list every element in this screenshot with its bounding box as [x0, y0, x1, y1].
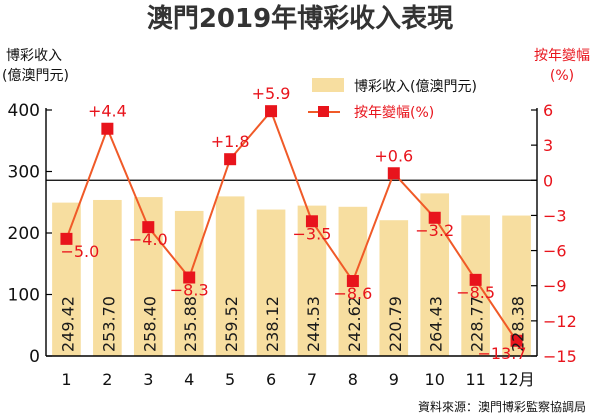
bar-2	[93, 199, 122, 356]
change-marker-8	[346, 275, 359, 288]
change-value-label-5: +1.8	[211, 132, 250, 151]
bar-value-label-10: 264.43	[427, 296, 446, 352]
bar-value-label-8: 242.62	[345, 296, 364, 352]
change-value-label-4: −8.3	[170, 281, 209, 300]
bar-value-label-12: 228.38	[509, 296, 528, 352]
x-tick-label-8: 8	[348, 370, 358, 389]
bar-value-label-3: 258.40	[140, 296, 159, 352]
x-tick-label-6: 6	[266, 370, 276, 389]
change-marker-12	[510, 334, 523, 347]
x-tick-label-3: 3	[143, 370, 153, 389]
right-tick-label--6: −6	[543, 242, 567, 261]
bar-value-label-4: 235.88	[181, 296, 200, 352]
x-tick-label-10: 10	[425, 370, 445, 389]
legend-line-label: 按年變幅(%)	[354, 105, 434, 121]
right-tick-label-6: 6	[543, 101, 553, 120]
change-value-label-11: −8.5	[456, 283, 495, 302]
change-value-label-7: −3.5	[293, 224, 332, 243]
left-tick-label-300: 300	[8, 163, 40, 183]
bar-value-label-6: 238.12	[263, 296, 282, 352]
bar-value-label-5: 259.52	[222, 296, 241, 352]
change-marker-3	[142, 221, 155, 234]
change-marker-6	[265, 105, 278, 118]
change-marker-11	[469, 273, 482, 286]
bar-5	[215, 196, 245, 356]
change-marker-7	[305, 215, 318, 228]
x-tick-label-9: 9	[389, 370, 399, 389]
change-value-label-9: +0.6	[374, 146, 413, 165]
left-tick-label-100: 100	[8, 286, 40, 306]
right-axis-label-line1: 按年變幅	[534, 48, 590, 64]
left-tick-label-400: 400	[8, 101, 40, 121]
change-marker-5	[224, 153, 237, 166]
bar-7	[297, 205, 327, 356]
left-tick-label-200: 200	[8, 224, 40, 244]
bar-value-label-7: 244.53	[304, 296, 323, 352]
bar-value-label-11: 228.77	[468, 296, 487, 352]
x-tick-label-7: 7	[307, 370, 317, 389]
left-axis-label-line1: 博彩收入	[6, 47, 62, 64]
x-tick-label-4: 4	[184, 370, 194, 389]
right-tick-label--3: −3	[543, 206, 567, 225]
bar-1	[52, 202, 81, 356]
change-marker-1	[60, 232, 73, 245]
legend: 博彩收入(億澳門元) 按年變幅(%)	[308, 78, 477, 121]
change-marker-10	[428, 211, 441, 224]
source-note: 資料來源：澳門博彩監察協調局	[418, 399, 586, 414]
legend-marker-swatch	[318, 106, 329, 117]
bar-12	[502, 215, 531, 356]
change-value-label-1: −5.0	[60, 242, 99, 261]
x-tick-label-5: 5	[225, 370, 235, 389]
chart-title: 澳門2019年博彩收入表現	[147, 3, 453, 34]
bar-value-label-2: 253.70	[99, 296, 118, 352]
legend-bar-swatch	[312, 78, 344, 92]
left-axis-label-line2: (億澳門元)	[2, 68, 69, 84]
x-tick-label-1: 1	[61, 370, 71, 389]
axes-group: 0 100 200 300 400 6 3 0 −3 −6 −9 −12 −15 1 2 3 4 5 6 7 8 9 10 1…	[8, 101, 577, 389]
change-value-label-2: +4.4	[88, 102, 127, 121]
x-tick-label-2: 2	[102, 370, 112, 389]
change-value-label-6: +5.9	[252, 84, 291, 103]
change-value-label-8: −8.6	[333, 284, 372, 303]
right-tick-label-3: 3	[543, 136, 553, 155]
change-marker-2	[101, 122, 114, 135]
right-tick-label--15: −15	[543, 347, 577, 366]
change-marker-9	[387, 167, 400, 180]
right-tick-label--12: −12	[543, 312, 577, 331]
labels-group: 249.42 253.70 258.40 235.88 259.52 238.12 244.…	[58, 84, 527, 363]
legend-bar-label: 博彩收入(億澳門元)	[354, 78, 477, 95]
bar-9	[379, 220, 409, 356]
change-value-label-3: −4.0	[129, 230, 168, 249]
bar-value-label-1: 249.42	[58, 296, 77, 352]
bar-6	[256, 209, 286, 356]
left-tick-label-0: 0	[29, 347, 40, 367]
x-tick-label-11: 11	[465, 370, 485, 389]
right-tick-label--9: −9	[543, 277, 567, 296]
change-line	[65, 109, 518, 342]
change-value-label-10: −3.2	[415, 221, 454, 240]
line-group	[60, 105, 523, 347]
bar-value-label-9: 220.79	[386, 296, 405, 352]
right-tick-label-0: 0	[543, 171, 553, 190]
right-axis-label-line2: (%)	[550, 68, 574, 84]
change-value-label-12: −13.7	[478, 344, 527, 363]
x-tick-label-12: 12月	[498, 370, 534, 389]
change-marker-4	[183, 271, 196, 284]
bars-group	[52, 193, 531, 356]
